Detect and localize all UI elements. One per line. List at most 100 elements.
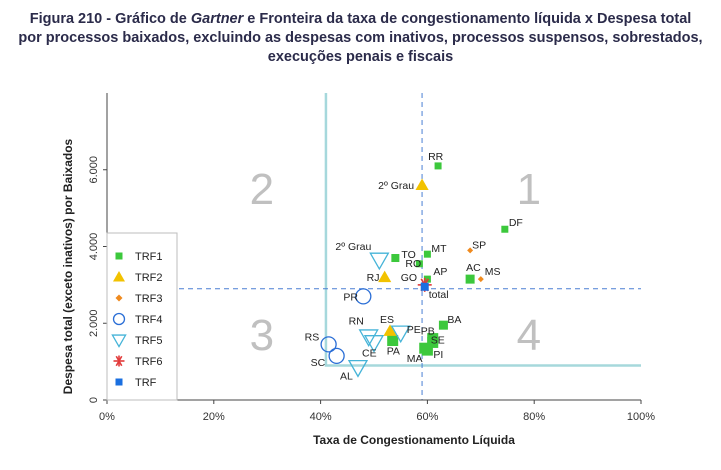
point-trf1-rr bbox=[434, 162, 442, 170]
point-trf1-ro bbox=[415, 260, 423, 268]
legend-marker-trf5-shape bbox=[111, 334, 127, 348]
point-trf5-2grau bbox=[369, 252, 390, 271]
legend-label-trf: TRF bbox=[135, 377, 157, 389]
label-point-trf1-mt: MT bbox=[431, 243, 447, 255]
label-point-trf4-sc: SC bbox=[311, 357, 326, 369]
point-trf1-df-shape bbox=[501, 225, 509, 233]
legend-label-trf2: TRF2 bbox=[135, 272, 163, 284]
point-trf-total bbox=[420, 282, 429, 291]
point-trf1-to-shape bbox=[391, 254, 400, 263]
legend-marker-trf5 bbox=[111, 334, 127, 348]
legend-label-trf1: TRF1 bbox=[135, 251, 163, 263]
label-point-trf6-go: GO bbox=[401, 272, 417, 284]
point-trf3-ms-shape bbox=[477, 276, 484, 283]
title-line-3: execuções penais e fiscais bbox=[267, 49, 454, 65]
quadrant-number-2: 2 bbox=[250, 165, 274, 214]
label-point-trf5-2grau: 2º Grau bbox=[335, 241, 371, 253]
point-trf1-pa-shape bbox=[387, 335, 399, 347]
legend-marker-trf1-shape bbox=[115, 252, 123, 260]
point-trf1-se bbox=[427, 336, 439, 348]
title-line-1-prefix: Figura 210 - Gráfico de bbox=[29, 11, 191, 27]
point-trf1-ac-shape bbox=[465, 274, 475, 284]
frontier-line bbox=[324, 93, 641, 367]
point-trf4-pr-shape bbox=[355, 288, 372, 305]
title-line-1-italic: Gartner bbox=[190, 11, 244, 27]
x-axis-label: Taxa de Congestionamento Líquida bbox=[313, 433, 515, 447]
point-trf1-ro-shape bbox=[415, 260, 423, 268]
legend-marker-trf-shape bbox=[115, 378, 123, 386]
legend-marker-trf bbox=[115, 378, 123, 386]
point-trf1-pa bbox=[387, 335, 399, 347]
legend-marker-trf6 bbox=[113, 355, 125, 367]
point-trf5-ce bbox=[363, 335, 385, 353]
label-point-trf5-ce: CE bbox=[362, 347, 377, 359]
point-trf2-es-shape bbox=[383, 324, 397, 336]
x-tick-label: 20% bbox=[203, 411, 225, 423]
x-tick-label: 0% bbox=[99, 411, 115, 423]
point-trf5-al-shape bbox=[347, 359, 369, 378]
point-trf5-rn bbox=[358, 329, 379, 347]
label-point-trf1-rr: RR bbox=[428, 151, 444, 163]
legend-label-trf3: TRF3 bbox=[135, 293, 163, 305]
legend-label-trf6: TRF6 bbox=[135, 356, 163, 368]
label-point-trf1-pb: PB bbox=[421, 326, 435, 338]
legend-marker-trf1 bbox=[115, 252, 123, 260]
point-trf1-mt-shape bbox=[423, 250, 431, 258]
legend-label-trf4: TRF4 bbox=[135, 314, 163, 326]
legend-box bbox=[106, 232, 178, 401]
label-point-trf1-pi: PI bbox=[433, 349, 443, 361]
point-trf5-al bbox=[347, 359, 369, 378]
chart-title: Figura 210 - Gráfico de Gartner e Fronte… bbox=[0, 10, 721, 67]
label-point-trf1-ac: AC bbox=[466, 262, 481, 274]
point-trf2-rj-shape bbox=[378, 270, 392, 283]
label-point-trf5-al: AL bbox=[340, 370, 353, 382]
y-tick-label: 0 bbox=[88, 397, 100, 403]
point-trf1-ac bbox=[465, 274, 475, 284]
point-trf5-rn-shape bbox=[358, 329, 379, 347]
point-trf1-rr-shape bbox=[434, 162, 442, 170]
label-point-trf4-pr: PR bbox=[343, 291, 358, 303]
title-line-2: por processos baixados, excluindo as des… bbox=[18, 30, 703, 46]
label-point-trf1-ma: MA bbox=[407, 353, 423, 365]
point-trf3-sp-shape bbox=[467, 247, 474, 254]
label-point-trf-total: total bbox=[429, 289, 449, 301]
y-tick-label: 6.000 bbox=[88, 156, 100, 184]
label-point-trf1-ro: RO bbox=[405, 258, 421, 270]
label-point-trf2-2grau: 2º Grau bbox=[378, 180, 414, 192]
point-trf1-ma-shape bbox=[419, 342, 431, 354]
title-line-1: Figura 210 - Gráfico de Gartner e Fronte… bbox=[0, 10, 721, 29]
legend-marker-trf3 bbox=[115, 294, 123, 302]
label-point-trf1-ba: BA bbox=[447, 314, 461, 326]
point-trf1-to bbox=[391, 254, 400, 263]
point-trf1-ba bbox=[438, 320, 448, 330]
legend-marker-trf3-shape bbox=[115, 294, 123, 302]
point-trf4-rs bbox=[320, 336, 337, 353]
label-point-trf1-pa: PA bbox=[387, 346, 400, 358]
legend-marker-trf4-shape bbox=[112, 312, 126, 326]
point-trf4-rs-shape bbox=[320, 336, 337, 353]
point-trf2-2grau bbox=[415, 178, 429, 191]
x-tick-label: 40% bbox=[310, 411, 332, 423]
point-trf1-df bbox=[501, 225, 509, 233]
point-trf1-se-shape bbox=[427, 336, 439, 348]
quadrant-number-1: 1 bbox=[517, 165, 541, 214]
point-trf1-ma bbox=[419, 342, 431, 354]
label-point-trf3-sp: SP bbox=[472, 239, 486, 251]
y-axis-label: Despesa total (exceto inativos) por Baix… bbox=[61, 138, 75, 394]
label-point-trf5-rn: RN bbox=[349, 316, 364, 328]
legend-marker-trf2 bbox=[113, 271, 125, 282]
quadrant-number-3: 3 bbox=[250, 311, 274, 360]
point-trf4-sc bbox=[328, 347, 345, 365]
point-trf5-pe-shape bbox=[390, 325, 411, 344]
point-trf3-ms bbox=[477, 276, 484, 283]
point-trf1-mt bbox=[423, 250, 431, 258]
y-tick-label: 2.000 bbox=[88, 309, 100, 337]
point-trf3-sp bbox=[467, 247, 474, 254]
label-point-trf2-es: ES bbox=[380, 314, 394, 326]
x-tick-label: 100% bbox=[627, 411, 655, 423]
label-point-trf1-se: SE bbox=[431, 334, 445, 346]
x-tick-label: 60% bbox=[416, 411, 438, 423]
label-point-trf1-df: DF bbox=[509, 217, 523, 229]
legend-marker-trf4 bbox=[112, 312, 126, 326]
